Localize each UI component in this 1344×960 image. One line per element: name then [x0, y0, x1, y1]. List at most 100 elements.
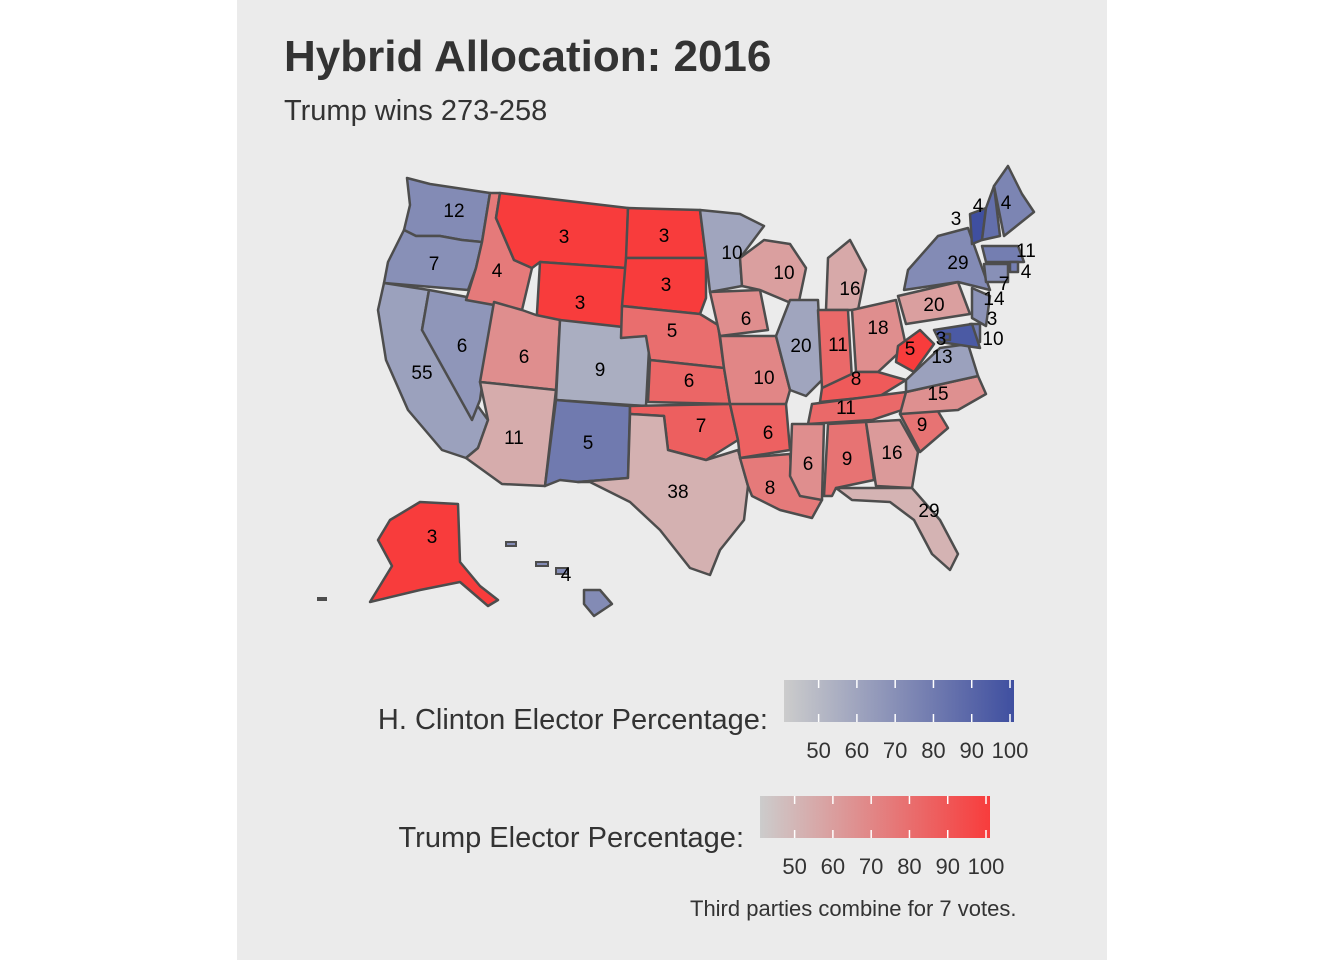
electoral-votes-wi: 10: [773, 263, 794, 284]
electoral-votes-va: 13: [931, 347, 952, 368]
state-tx: [576, 412, 750, 577]
trump-scale-ticks: [793, 796, 987, 838]
island-3: [555, 567, 569, 575]
clinton-tick-label: 50: [806, 738, 831, 763]
state-tn: [806, 390, 908, 426]
electoral-votes-mn: 10: [721, 243, 742, 264]
state-fl: [834, 486, 960, 572]
trump-tick-label: 70: [858, 854, 884, 879]
state-ri: [1008, 260, 1020, 274]
electoral-votes-nc: 15: [927, 384, 948, 405]
electoral-votes-az: 11: [504, 428, 524, 449]
electoral-votes-tx: 38: [667, 482, 688, 503]
trump-color-scale: [760, 796, 990, 838]
electoral-votes-nh: 4: [973, 196, 984, 217]
electoral-votes-hi: 4: [561, 565, 572, 586]
electoral-votes-ia: 6: [741, 309, 752, 330]
state-dc: [942, 332, 952, 342]
electoral-votes-dc: 3: [936, 329, 947, 350]
electoral-votes-ca: 55: [411, 363, 432, 384]
electoral-votes-id: 4: [492, 261, 503, 282]
electoral-votes-wa: 12: [443, 201, 464, 222]
chart-title: Hybrid Allocation: 2016: [284, 32, 772, 81]
clinton-tick-label: 90: [959, 738, 984, 763]
state-ia: [708, 288, 770, 338]
trump-tick-label: 60: [820, 854, 846, 879]
trump-tick-label: 50: [782, 854, 807, 879]
electoral-votes-vt: 3: [951, 209, 962, 230]
state-wv: [894, 328, 936, 374]
electoral-votes-co: 9: [595, 360, 606, 381]
electoral-votes-ny: 29: [947, 253, 968, 274]
clinton-tick-label: 70: [882, 738, 908, 763]
trump-tick-label: 80: [897, 854, 922, 879]
electoral-votes-in: 11: [828, 335, 848, 356]
electoral-votes-ga: 16: [881, 443, 902, 464]
electoral-votes-fl: 29: [918, 501, 939, 522]
electoral-votes-ct: 7: [999, 274, 1010, 295]
electoral-votes-ok: 7: [696, 416, 707, 437]
electoral-votes-ma: 11: [1016, 241, 1036, 262]
electoral-votes-ak: 3: [427, 527, 438, 548]
electoral-votes-mo: 10: [753, 368, 774, 389]
state-oh: [850, 298, 908, 374]
electoral-votes-la: 8: [765, 478, 776, 499]
third-party-caption: Third parties combine for 7 votes.: [690, 896, 1017, 921]
clinton-tick-label: 60: [844, 738, 870, 763]
electoral-votes-al: 9: [842, 449, 853, 470]
electoral-votes-mt: 3: [559, 227, 570, 248]
clinton-color-scale: [784, 680, 1014, 722]
electoral-votes-ms: 6: [803, 454, 814, 475]
electoral-votes-oh: 18: [867, 318, 888, 339]
trump-legend-title: Trump Elector Percentage:: [398, 822, 744, 854]
island-1: [535, 561, 549, 567]
state-ga: [864, 418, 920, 490]
state-ct: [982, 262, 1010, 284]
chart-subtitle: Trump wins 273-258: [284, 95, 548, 127]
electoral-votes-nm: 5: [583, 433, 594, 454]
state-pa: [896, 280, 972, 326]
state-ak: [368, 500, 500, 608]
island-2: [505, 541, 517, 547]
electoral-votes-nv: 6: [457, 336, 468, 357]
electoral-votes-me: 4: [1001, 193, 1012, 214]
electoral-votes-ne: 5: [667, 321, 678, 342]
electoral-votes-de: 3: [987, 309, 998, 330]
electoral-votes-sc: 9: [917, 415, 928, 436]
electoral-votes-or: 7: [429, 254, 440, 275]
clinton-scale-labels: 50 60 70 80 90 100: [784, 738, 1028, 764]
state-hi: [582, 588, 614, 618]
state-ar: [728, 402, 792, 460]
electoral-votes-nd: 3: [659, 226, 670, 247]
electoral-votes-mi: 16: [839, 279, 860, 300]
clinton-scale-ticks: [817, 680, 1011, 722]
state-nj: [970, 286, 992, 328]
state-me: [992, 164, 1036, 238]
electoral-votes-ut: 6: [519, 347, 530, 368]
state-ma: [980, 244, 1026, 264]
electoral-votes-tn: 11: [836, 398, 856, 419]
electoral-votes-ks: 6: [684, 371, 695, 392]
electoral-votes-nj: 14: [983, 289, 1005, 310]
electoral-votes-wy: 3: [575, 293, 586, 314]
electoral-votes-ky: 8: [851, 369, 862, 390]
clinton-tick-label: 80: [921, 738, 946, 763]
electoral-votes-ri: 4: [1021, 262, 1032, 283]
state-wi: [738, 238, 808, 308]
state-ms: [788, 422, 826, 502]
clinton-legend-title: H. Clinton Elector Percentage:: [377, 704, 768, 736]
trump-tick-label: 90: [935, 854, 960, 879]
trump-scale-labels: 50 60 70 80 90 100: [760, 854, 1004, 880]
electoral-votes-pa: 20: [923, 295, 944, 316]
trump-tick-label: 100: [967, 854, 1005, 879]
electoral-votes-md: 10: [982, 329, 1003, 350]
clinton-tick-label: 100: [991, 738, 1029, 763]
electoral-votes-sd: 3: [661, 275, 672, 296]
electoral-votes-il: 20: [790, 336, 811, 357]
island-0: [317, 597, 327, 601]
state-sd: [620, 256, 708, 316]
state-va: [904, 342, 980, 394]
state-il: [774, 298, 824, 398]
state-mi: [824, 238, 868, 312]
